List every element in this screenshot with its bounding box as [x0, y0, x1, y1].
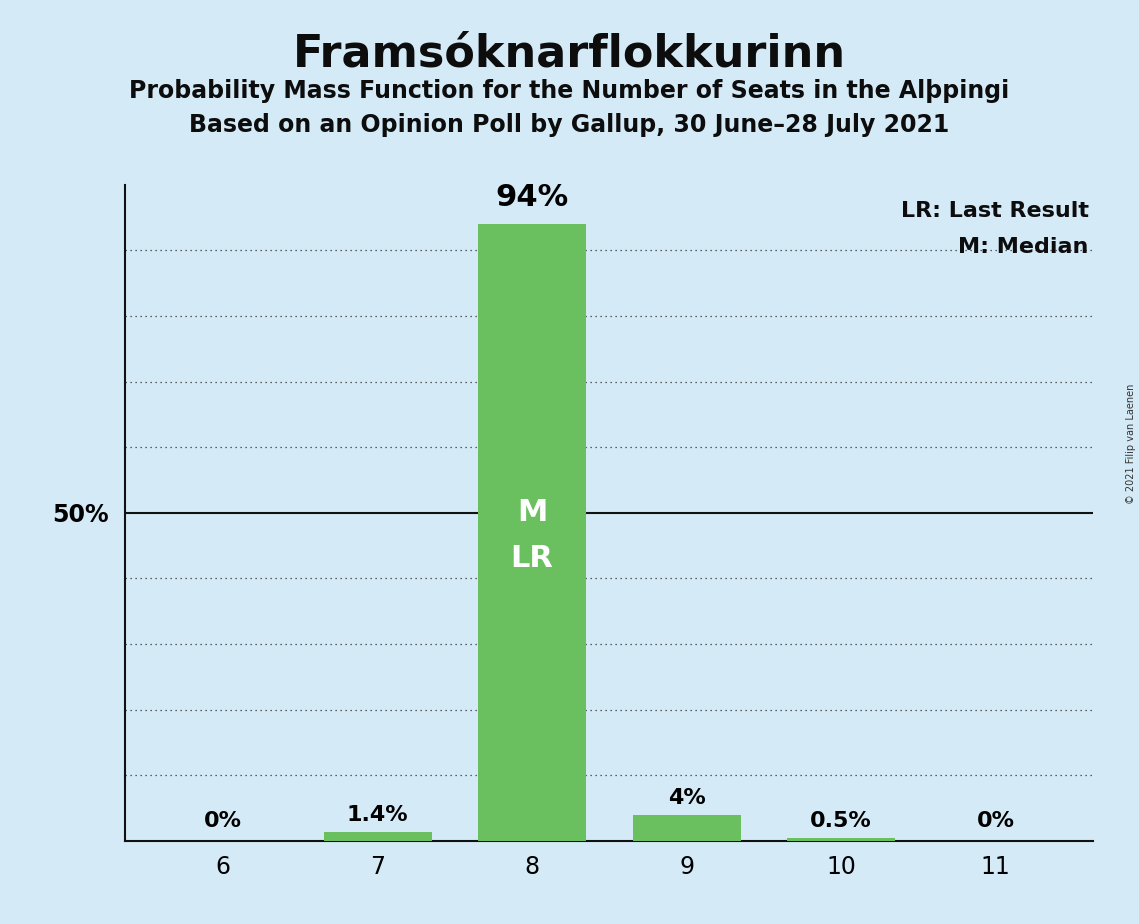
- Text: © 2021 Filip van Laenen: © 2021 Filip van Laenen: [1126, 383, 1136, 504]
- Text: 0%: 0%: [204, 811, 243, 831]
- Text: 1.4%: 1.4%: [347, 805, 409, 825]
- Text: Framsóknarflokkurinn: Framsóknarflokkurinn: [293, 32, 846, 76]
- Text: M: M: [517, 498, 548, 528]
- Text: 4%: 4%: [667, 788, 705, 808]
- Text: LR: Last Result: LR: Last Result: [901, 201, 1089, 221]
- Text: M: Median: M: Median: [958, 237, 1089, 257]
- Bar: [323, 832, 432, 841]
- Text: 94%: 94%: [495, 183, 568, 213]
- Text: Probability Mass Function for the Number of Seats in the Alþpingi: Probability Mass Function for the Number…: [130, 79, 1009, 103]
- Bar: [632, 815, 740, 841]
- Bar: [787, 837, 895, 841]
- Text: 0%: 0%: [976, 811, 1015, 831]
- Text: LR: LR: [510, 544, 554, 573]
- Text: Based on an Opinion Poll by Gallup, 30 June–28 July 2021: Based on an Opinion Poll by Gallup, 30 J…: [189, 113, 950, 137]
- Text: 0.5%: 0.5%: [810, 811, 871, 831]
- Bar: [478, 225, 587, 841]
